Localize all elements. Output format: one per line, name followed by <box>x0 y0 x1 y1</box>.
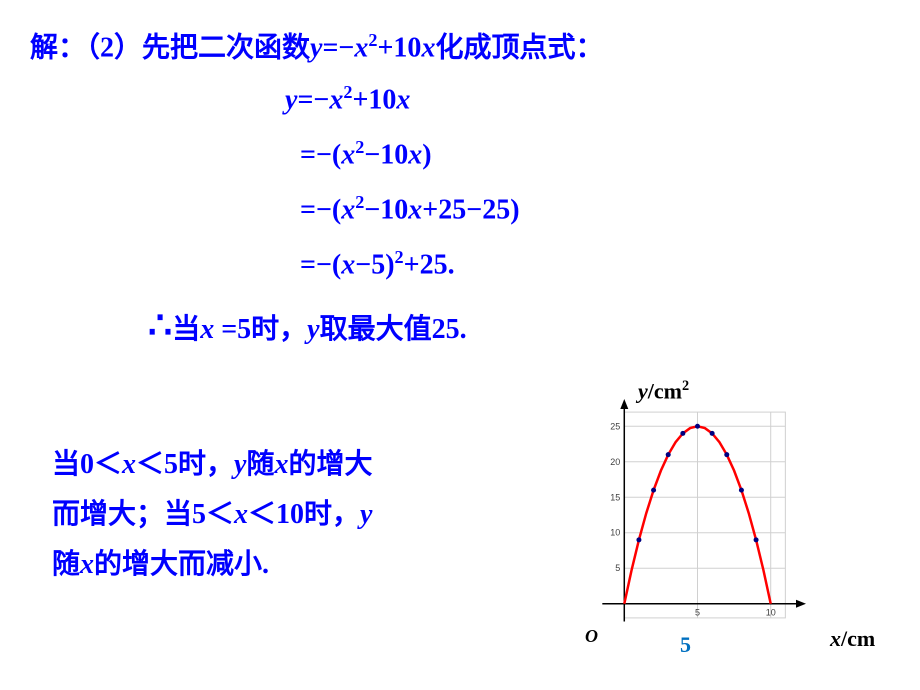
title-plus10: +10 <box>377 32 421 63</box>
c2-l1a: 当0＜ <box>52 449 122 480</box>
svg-text:10: 10 <box>766 608 776 618</box>
y-unit: /cm <box>648 378 682 403</box>
title-y: y <box>310 32 322 63</box>
conclusion2-line3: 随x的增大而减小. <box>52 545 269 584</box>
s1-plus10: +10 <box>352 84 396 115</box>
c2-l1x: x <box>122 449 136 480</box>
svg-text:20: 20 <box>610 457 620 467</box>
title-prefix: 解：（2）先把二次函数 <box>30 32 310 63</box>
origin-label: O <box>585 626 598 647</box>
s4-x: x <box>341 249 355 280</box>
conclusion2-line1: 当0＜x＜5时，y随x的增大 <box>52 445 373 484</box>
s2-eq: =−( <box>300 139 341 170</box>
s3-m10: −10 <box>364 194 408 225</box>
c2-l2a: 而增大；当5＜ <box>52 499 234 530</box>
s4-exp: 2 <box>395 247 404 267</box>
s1-eq: =− <box>297 84 329 115</box>
s1-y: y <box>285 84 297 115</box>
y-label: y <box>638 378 648 403</box>
c2-l1c: 随 <box>246 449 274 480</box>
tick5-text: 5 <box>680 632 691 657</box>
c1-prefix: 当 <box>172 314 200 345</box>
s2-exp: 2 <box>355 137 364 157</box>
c1-eq5: =5时， <box>214 314 307 345</box>
step1-line: y=−x2+10x <box>285 80 410 120</box>
c2-l1x2: x <box>274 449 288 480</box>
s2-m10: −10 <box>364 139 408 170</box>
title-x2: x <box>421 32 435 63</box>
title-suffix: 化成顶点式： <box>435 32 603 63</box>
origin-text: O <box>585 626 598 646</box>
c2-l2y: y <box>360 499 372 530</box>
s3-x2: x <box>408 194 422 225</box>
s4-tail: +25. <box>404 249 455 280</box>
svg-text:10: 10 <box>610 528 620 538</box>
step3-line: =−(x2−10x+25−25) <box>300 190 520 230</box>
conclusion2-line2: 而增大；当5＜x＜10时，y <box>52 495 372 534</box>
therefore-icon: ∴ <box>148 305 172 347</box>
svg-text:15: 15 <box>610 492 620 502</box>
title-eq: =− <box>322 32 354 63</box>
x-unit: /cm <box>841 626 875 651</box>
s2-close: ) <box>422 139 431 170</box>
title-x: x <box>354 32 368 63</box>
s3-eq: =−( <box>300 194 341 225</box>
c2-l1y: y <box>234 449 246 480</box>
x-label: x <box>830 626 841 651</box>
step4-line: =−(x−5)2+25. <box>300 245 455 285</box>
s3-exp: 2 <box>355 192 364 212</box>
c1-x: x <box>200 314 214 345</box>
s1-x2: x <box>396 84 410 115</box>
svg-text:5: 5 <box>615 563 620 573</box>
s2-x: x <box>341 139 355 170</box>
conclusion1-line: ∴当x =5时，y取最大值25. <box>148 300 467 353</box>
svg-text:5: 5 <box>695 608 700 618</box>
s3-tail: +25−25) <box>422 194 519 225</box>
step2-line: =−(x2−10x) <box>300 135 432 175</box>
x-axis-label: x/cm <box>830 626 875 652</box>
s1-x: x <box>329 84 343 115</box>
c2-l1d: 的增大 <box>288 449 372 480</box>
parabola-chart: 5 10 15 20 25 5 10 <box>540 380 820 650</box>
c1-y: y <box>307 314 319 345</box>
s2-x2: x <box>408 139 422 170</box>
c2-l1b: ＜5时， <box>136 449 234 480</box>
y-unit-exp: 2 <box>682 378 689 394</box>
y-axis-label: y/cm2 <box>638 378 689 404</box>
c2-l2x: x <box>234 499 248 530</box>
c2-l3b: 的增大而减小. <box>94 549 269 580</box>
tick-5: 5 <box>680 632 691 658</box>
s4-m5: −5) <box>355 249 394 280</box>
s3-x: x <box>341 194 355 225</box>
c1-suffix: 取最大值25. <box>320 314 467 345</box>
s4-eq: =−( <box>300 249 341 280</box>
title-line: 解：（2）先把二次函数y=−x2+10x化成顶点式： <box>30 28 603 68</box>
c2-l3x: x <box>80 549 94 580</box>
c2-l3a: 随 <box>52 549 80 580</box>
svg-text:25: 25 <box>610 421 620 431</box>
c2-l2b: ＜10时， <box>248 499 360 530</box>
